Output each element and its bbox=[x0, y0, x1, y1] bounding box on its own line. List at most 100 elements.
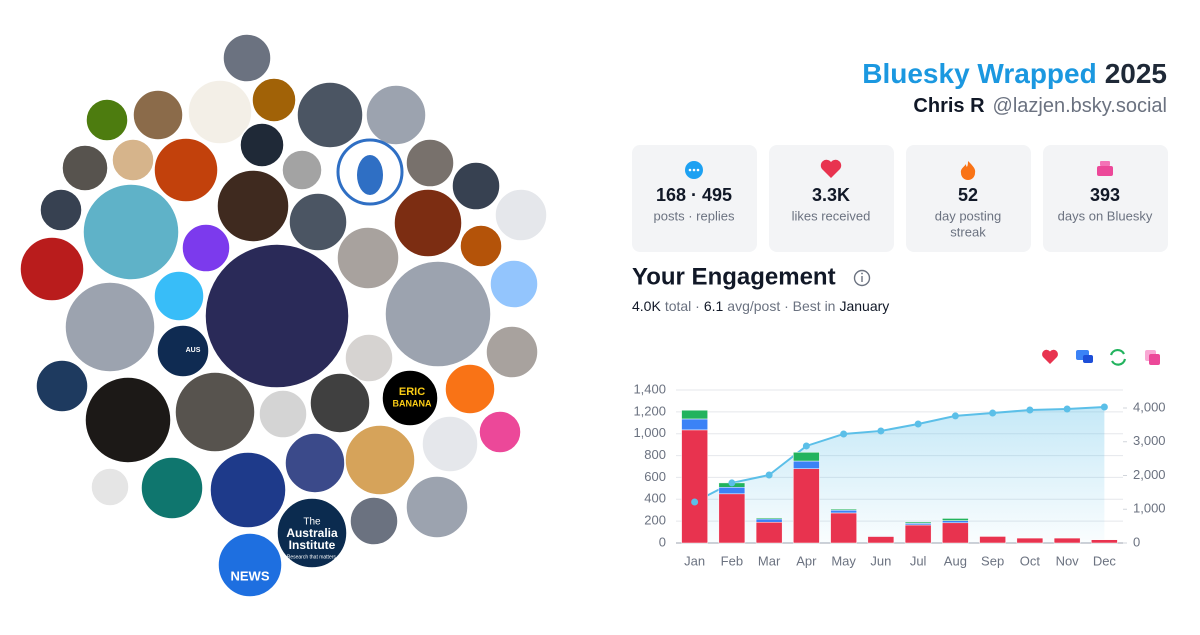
avatar-text: ERIC bbox=[399, 386, 425, 398]
info-icon[interactable] bbox=[853, 269, 871, 287]
avatar-text: BANANA bbox=[393, 398, 432, 408]
section-title: Your Engagement bbox=[632, 263, 836, 290]
avatar bbox=[90, 467, 130, 507]
line-point bbox=[877, 427, 885, 435]
bar-segment bbox=[755, 518, 783, 523]
line-point bbox=[1100, 403, 1108, 411]
stat-label: days on Bluesky bbox=[1058, 208, 1153, 223]
posts-icon-dot bbox=[692, 168, 696, 172]
x-tick-label: Dec bbox=[1093, 553, 1117, 568]
line-point bbox=[765, 471, 773, 479]
x-tick-label: Aug bbox=[944, 553, 967, 568]
title: Bluesky Wrapped 2025 bbox=[862, 58, 1167, 89]
stat-cards: 168 · 495 posts · replies 3.3K likes rec… bbox=[632, 145, 1168, 252]
line bbox=[694, 405, 1105, 503]
avatar bbox=[494, 188, 548, 242]
avatar bbox=[64, 281, 156, 373]
bar-segment bbox=[942, 518, 969, 521]
avatar bbox=[209, 451, 287, 529]
avatar bbox=[485, 325, 539, 379]
avatar bbox=[349, 496, 399, 546]
legend-quotes[interactable] bbox=[1149, 354, 1160, 365]
y-tick-label: 1,200 bbox=[633, 403, 666, 418]
title-brand: Bluesky Wrapped bbox=[862, 58, 1096, 89]
avatar bbox=[153, 137, 219, 203]
line-point bbox=[914, 420, 922, 428]
avatar bbox=[35, 359, 89, 413]
stat-label: posts · replies bbox=[654, 208, 735, 223]
avg-label: avg/post · Best in bbox=[727, 298, 835, 314]
line-point bbox=[840, 430, 848, 438]
engagement-summary: 4.0K total · 6.1 avg/post · Best in January bbox=[632, 298, 889, 314]
y2-tick-label: 1,000 bbox=[1133, 501, 1166, 516]
avatar bbox=[381, 369, 439, 427]
y2-tick-label: 2,000 bbox=[1133, 467, 1166, 482]
avatar bbox=[384, 260, 492, 368]
avatar bbox=[405, 138, 455, 188]
avatar bbox=[344, 333, 394, 383]
legend-replies-back bbox=[1083, 355, 1093, 363]
avatar bbox=[204, 243, 350, 389]
y-tick-label: 600 bbox=[644, 469, 666, 484]
y-tick-label: 200 bbox=[644, 513, 666, 528]
avatar bbox=[39, 188, 83, 232]
avatar bbox=[296, 81, 364, 149]
avatar bbox=[82, 183, 180, 281]
cake-icon-top bbox=[1100, 161, 1110, 166]
line-point bbox=[802, 442, 810, 450]
bar-segment bbox=[793, 460, 820, 469]
avatar bbox=[459, 224, 503, 268]
line-point bbox=[1063, 405, 1071, 413]
bar-segment bbox=[793, 452, 820, 462]
avatar bbox=[489, 259, 539, 309]
y-tick-label: 800 bbox=[644, 447, 666, 462]
avatar bbox=[181, 223, 231, 273]
bar-segment bbox=[681, 418, 708, 431]
avatar bbox=[405, 475, 469, 539]
avatar bbox=[61, 144, 109, 192]
avatar-text: Institute bbox=[289, 538, 336, 552]
stat-value: 168 · 495 bbox=[656, 185, 732, 205]
avatar bbox=[251, 77, 297, 123]
line-point bbox=[951, 412, 959, 420]
bar-segment bbox=[942, 522, 969, 544]
line-point bbox=[728, 479, 736, 487]
avatar bbox=[281, 149, 323, 191]
y2-tick-label: 0 bbox=[1133, 534, 1140, 549]
line-point bbox=[1026, 406, 1034, 414]
x-tick-label: Nov bbox=[1056, 553, 1080, 568]
x-tick-label: Jun bbox=[870, 553, 891, 568]
stat-label: streak bbox=[950, 224, 986, 239]
y-tick-label: 1,400 bbox=[633, 381, 666, 396]
avatar bbox=[217, 532, 283, 598]
bar-segment bbox=[1091, 539, 1118, 544]
bar-segment bbox=[755, 517, 783, 520]
stat-card bbox=[769, 145, 894, 252]
bar-segment bbox=[904, 521, 932, 524]
avatar bbox=[84, 376, 172, 464]
user-handle: @lazjen.bsky.social bbox=[993, 95, 1167, 117]
legend-likes[interactable] bbox=[1042, 349, 1058, 364]
bar-segment bbox=[830, 512, 857, 544]
avatar bbox=[85, 98, 129, 142]
stat-label: day posting bbox=[935, 208, 1002, 223]
bar-segment bbox=[1016, 537, 1044, 544]
info-icon-dot bbox=[861, 272, 863, 275]
avatar bbox=[19, 236, 85, 302]
bar-segment bbox=[979, 536, 1006, 544]
bar-segment bbox=[718, 487, 746, 495]
user-line: Chris R @lazjen.bsky.social bbox=[913, 95, 1167, 117]
likes-icon bbox=[820, 159, 842, 178]
bar-segment bbox=[867, 536, 895, 544]
bar-segment bbox=[681, 409, 708, 420]
posts-icon-dot bbox=[688, 168, 692, 172]
avatar-text: AUS bbox=[186, 347, 201, 354]
x-tick-label: Jan bbox=[684, 553, 705, 568]
bar-segment bbox=[867, 535, 895, 537]
avatar bbox=[309, 372, 371, 434]
legend-reposts[interactable] bbox=[1109, 348, 1127, 366]
avatar bbox=[156, 324, 210, 378]
stat-value: 52 bbox=[958, 185, 978, 205]
avatar bbox=[222, 33, 272, 83]
engagement-chart: 0 200 400 600 800 1,000 1,200 1,400 0 1,000 2,000 3… bbox=[633, 381, 1165, 568]
